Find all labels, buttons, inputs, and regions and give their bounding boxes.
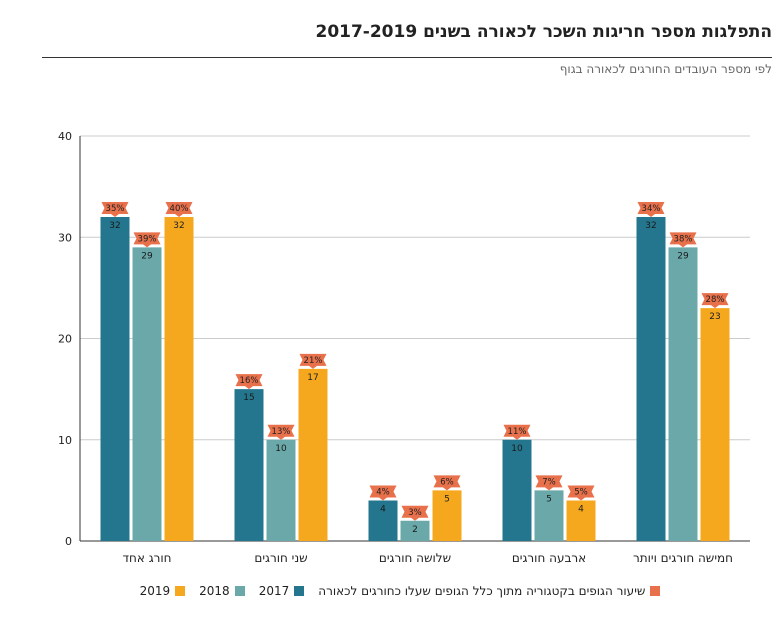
percent-label: 35% — [106, 204, 125, 214]
percent-label: 39% — [138, 234, 157, 244]
y-tick-label: 20 — [58, 333, 72, 346]
legend-swatch-2018 — [234, 586, 245, 596]
bar-value-label: 4 — [380, 505, 386, 515]
y-tick-label: 30 — [58, 231, 72, 244]
percent-label: 11% — [508, 427, 527, 437]
x-tick-label: ארבעה חורגים — [512, 551, 586, 565]
percent-badge — [503, 424, 531, 440]
chart-legend: שיעור הגופים בקטגוריה מתוך כלל הגופים שע… — [120, 584, 680, 598]
percent-badge — [433, 475, 461, 491]
legend-swatch-2017 — [294, 586, 305, 596]
bar-value-label: 23 — [709, 312, 720, 322]
percent-label: 5% — [574, 488, 588, 498]
y-tick-label: 40 — [58, 130, 72, 143]
x-tick-label: שני חורגים — [254, 551, 307, 565]
bar-2017 — [100, 217, 130, 541]
chart-subtitle: לפי מספר העובדים החורגים לכאורה בגוף — [559, 62, 772, 76]
legend-item-2019: 2019 — [140, 584, 186, 598]
y-tick-label: 0 — [65, 535, 72, 548]
legend-item-2018: 2018 — [199, 584, 245, 598]
bar-value-label: 29 — [141, 251, 153, 261]
bar-2018 — [668, 247, 698, 541]
percent-label: 13% — [272, 427, 291, 437]
bar-value-label: 5 — [444, 494, 450, 504]
bar-value-label: 32 — [173, 221, 184, 231]
x-tick-label: שלושה חורגים — [379, 551, 451, 565]
percent-badge — [101, 202, 129, 217]
bar-2017 — [234, 389, 264, 541]
bar-2019 — [298, 368, 328, 541]
bar-2017 — [636, 217, 666, 541]
bar-2018 — [400, 520, 430, 541]
bar-value-label: 15 — [243, 393, 254, 403]
bar-value-label: 17 — [307, 373, 318, 383]
y-tick-label: 10 — [58, 434, 72, 447]
percent-badge — [669, 232, 697, 248]
percent-badge — [165, 202, 193, 217]
legend-label-2017: 2017 — [258, 584, 290, 598]
bar-value-label: 5 — [546, 494, 552, 504]
percent-label: 4% — [376, 488, 390, 498]
percent-badge — [701, 293, 729, 309]
percent-badge — [133, 232, 161, 248]
legend-item-percent: שיעור הגופים בקטגוריה מתוך כלל הגופים שע… — [318, 584, 661, 598]
percent-label: 3% — [408, 508, 422, 518]
percent-label: 21% — [304, 356, 323, 366]
bar-2017 — [368, 500, 398, 541]
bar-2018 — [132, 247, 162, 541]
x-tick-label: חורג אחד — [122, 551, 171, 565]
percent-label: 16% — [240, 376, 259, 386]
legend-swatch-2019 — [175, 586, 186, 596]
percent-label: 28% — [706, 295, 725, 305]
percent-badge — [235, 374, 263, 390]
x-tick-label: חמישה חורגים ויותר — [633, 551, 733, 565]
percent-badge — [535, 475, 563, 491]
bar-2019 — [700, 308, 730, 541]
legend-label-2018: 2018 — [199, 584, 230, 598]
bar-value-label: 32 — [109, 221, 120, 231]
legend-label-2019: 2019 — [139, 584, 171, 598]
bar-2019 — [164, 217, 194, 541]
percent-badge — [267, 424, 295, 440]
bar-value-label: 32 — [645, 221, 656, 231]
title-divider — [42, 57, 772, 58]
bar-value-label: 10 — [275, 444, 287, 454]
percent-label: 7% — [542, 477, 556, 487]
legend-swatch-percent — [650, 586, 661, 596]
percent-label: 34% — [642, 204, 661, 214]
percent-label: 40% — [170, 204, 189, 214]
percent-badge — [299, 353, 327, 369]
bar-2019 — [432, 490, 462, 541]
chart-title: התפלגות מספר חריגות השכר לכאורה בשנים 20… — [315, 22, 772, 42]
bar-chart: 0 10 20 30 40 32 35% 29 39% 32 40% חורג אחד 15 16% 10 1… — [58, 130, 750, 565]
bar-2019 — [566, 500, 596, 541]
bar-value-label: 10 — [511, 444, 523, 454]
percent-badge — [637, 202, 665, 217]
bar-2018 — [266, 439, 296, 541]
bar-value-label: 2 — [412, 525, 418, 535]
percent-badge — [567, 485, 595, 501]
bar-2018 — [534, 490, 564, 541]
percent-badge — [401, 505, 429, 521]
bar-value-label: 29 — [677, 251, 689, 261]
percent-badge — [369, 485, 397, 501]
percent-label: 6% — [440, 477, 454, 487]
legend-item-2017: 2017 — [259, 584, 305, 598]
bar-value-label: 4 — [578, 505, 584, 515]
percent-label: 38% — [674, 234, 693, 244]
legend-label-percent: שיעור הגופים בקטגוריה מתוך כלל הגופים שע… — [318, 584, 646, 598]
bar-2017 — [502, 439, 532, 541]
